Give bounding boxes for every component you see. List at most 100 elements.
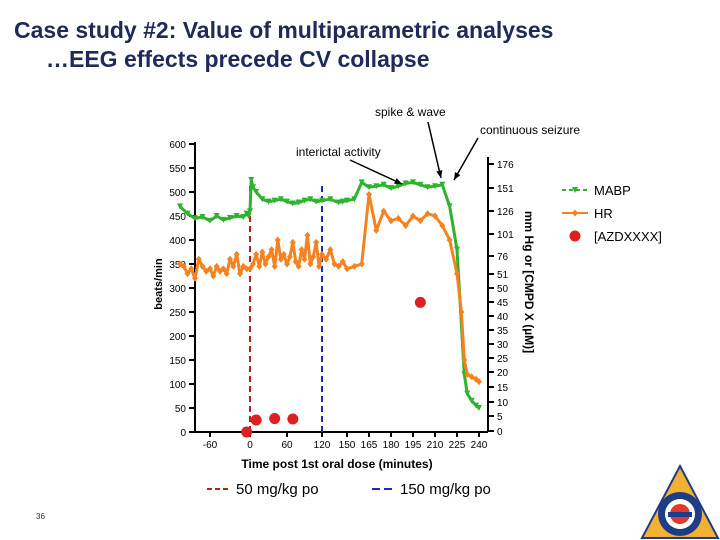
y-tick-label-left: 500 [169,188,186,199]
series-point-hr [223,270,230,278]
series-point-hr [180,262,187,270]
series-point-hr [284,260,290,268]
x-tick-label: 165 [361,440,378,451]
series-point-hr [199,262,206,270]
series-point-mabp [313,198,320,205]
series-point-hr [454,270,460,278]
x-tick-label: 225 [449,440,466,451]
series-point-hr [424,210,431,218]
series-point-mabp [277,196,284,203]
series-point-hr [344,265,350,273]
series-point-mabp [247,208,253,215]
series-point-hr [274,236,281,244]
series-point-mabp [335,199,342,206]
y-tick-label-left: 450 [169,212,186,223]
series-point-hr [351,262,358,270]
series-point-hr [395,214,402,222]
annotation-arrowhead [394,178,402,184]
series-point-mabp [476,405,482,411]
series-point-hr [298,246,305,254]
legend-marker-mabp [572,187,578,193]
series-point-mabp [402,180,409,187]
series-point-hr [230,262,237,270]
y-tick-label-right: 126 [497,207,514,218]
series-point-mabp [245,213,252,219]
series-point-hr [184,270,191,278]
annotation-arrow [349,159,403,185]
series-point-hr [373,226,380,234]
y-tick-label-left: 150 [169,356,186,367]
series-point-mabp [446,203,453,210]
series-point-mabp [388,185,394,192]
dose-legend-label: 150 mg/kg po [400,481,491,498]
x-tick-label: 120 [314,440,331,451]
series-point-hr [268,246,275,254]
series-point-hr [188,265,195,273]
y-tick-label-right: 35 [497,326,509,337]
series-point-hr [335,262,342,270]
series-point-hr [289,238,296,246]
y-tick-label-left: 550 [169,164,186,175]
x-axis-label: Time post 1st oral dose (minutes) [241,457,432,471]
x-tick-label: 195 [405,440,422,451]
y-tick-label-right: 10 [497,398,509,409]
annotation-arrow [453,137,479,181]
y-tick-label-right: 45 [497,298,509,309]
series-point-hr [402,222,409,230]
annotation-label: interictal activity [296,145,381,159]
series-point-hr [410,212,416,220]
legend-marker-conc [569,230,581,242]
series-point-mabp [192,215,198,222]
x-tick-label: -60 [203,440,218,451]
series-point-hr [316,262,323,270]
series-point-mabp [220,216,227,223]
y-axis-label-left: beats/min [153,258,165,310]
series-point-mabp [410,179,416,186]
series-point-hr [213,262,220,270]
y-tick-label-left: 300 [169,284,186,295]
series-point-hr [366,190,372,198]
legend-marker-hr [572,209,578,217]
concentration-point [241,426,253,438]
series-point-mabp [366,184,372,191]
y-tick-label-right: 101 [497,230,514,241]
series-point-hr [458,308,465,316]
y-tick-label-left: 250 [169,308,186,319]
annotation-arrow [427,121,442,179]
series-point-hr [243,265,250,273]
series-point-hr [277,255,284,263]
concentration-point [414,296,426,308]
series-point-hr [247,265,253,273]
y-tick-label-left: 400 [169,236,186,247]
annotation-arrowhead [454,172,461,180]
series-point-mabp [373,183,380,190]
y-tick-label-right: 51 [497,270,509,281]
series-point-hr [304,231,311,239]
y-tick-label-right: 151 [497,184,514,195]
series-point-hr [271,262,278,270]
y-tick-label-right: 20 [497,368,509,379]
series-point-hr [237,270,243,278]
y-tick-label-right: 176 [497,160,514,171]
series-point-mabp [468,397,475,404]
series-point-mabp [284,198,290,205]
series-point-hr [380,207,387,215]
series-point-hr [192,274,198,282]
series-point-hr [301,255,308,263]
series-point-mabp [454,246,460,253]
series-point-mabp [240,213,247,220]
x-tick-label: 240 [471,440,488,451]
series-point-mabp [248,177,255,183]
series-point-mabp [395,183,402,190]
series-point-mabp [327,196,334,203]
series-point-mabp [473,402,480,409]
legend-label: MABP [594,183,631,198]
series-point-mabp [307,196,314,203]
series-point-mabp [417,181,424,188]
series-point-hr [262,260,269,268]
series-point-hr [439,222,446,230]
x-tick-label: 180 [383,440,400,451]
series-point-mabp [439,181,446,188]
series-point-hr [220,265,227,273]
y-tick-label-right: 40 [497,312,509,323]
